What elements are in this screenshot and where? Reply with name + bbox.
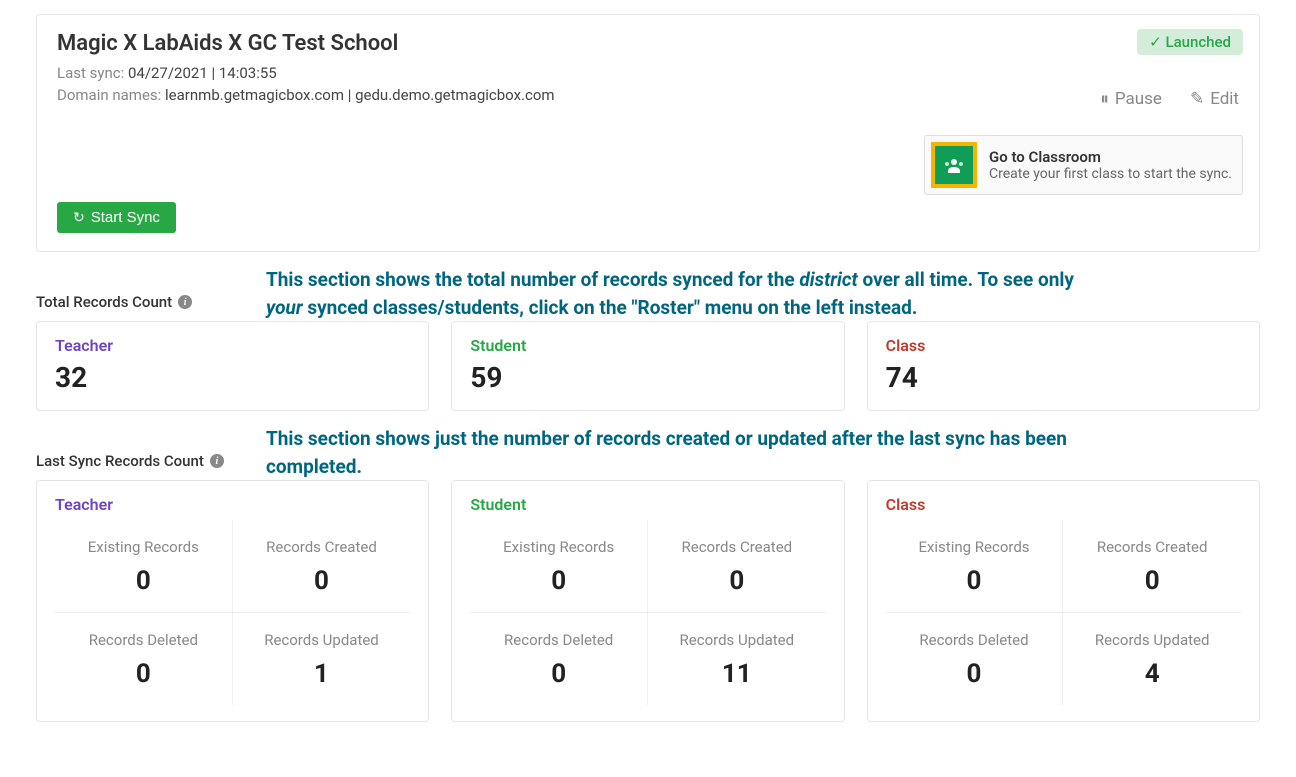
class-created: Records Created 0 (1063, 520, 1241, 613)
teacher-deleted: Records Deleted 0 (55, 613, 233, 705)
start-sync-label: Start Sync (91, 209, 160, 226)
last-sync-label: Last sync: (57, 64, 124, 82)
classroom-sub: Create your first class to start the syn… (989, 166, 1232, 182)
start-sync-button[interactable]: Start Sync (57, 202, 176, 233)
class-existing: Existing Records 0 (886, 520, 1064, 613)
lastsync-row: Teacher Existing Records 0 Records Creat… (36, 480, 1260, 722)
teacher-updated: Records Updated 1 (233, 613, 411, 705)
lastsync-student-card: Student Existing Records 0 Records Creat… (451, 480, 844, 722)
info-icon[interactable]: i (178, 295, 192, 309)
teacher-existing: Existing Records 0 (55, 520, 233, 613)
info-icon[interactable]: i (210, 454, 224, 468)
total-class-value: 74 (886, 361, 1241, 394)
launched-badge: Launched (1137, 29, 1243, 55)
teacher-created: Records Created 0 (233, 520, 411, 613)
last-sync-line: Last sync: 04/27/2021 | 14:03:55 (57, 64, 1239, 82)
classroom-icon (931, 142, 977, 188)
last-sync-value: 04/27/2021 | 14:03:55 (128, 64, 277, 82)
domain-line: Domain names: learnmb.getmagicbox.com | … (57, 86, 1239, 104)
total-teacher-card: Teacher 32 (36, 321, 429, 411)
total-student-label: Student (470, 336, 825, 355)
edit-icon: ✎ (1190, 89, 1204, 109)
total-records-label: Total Records Count (36, 293, 172, 311)
student-deleted: Records Deleted 0 (470, 613, 648, 705)
last-sync-records-label: Last Sync Records Count (36, 452, 204, 470)
total-class-label: Class (886, 336, 1241, 355)
header-actions: ⏸ Pause ✎ Edit (1100, 89, 1239, 109)
classroom-callout[interactable]: Go to Classroom Create your first class … (924, 135, 1243, 195)
class-updated: Records Updated 4 (1063, 613, 1241, 705)
classroom-title: Go to Classroom (989, 148, 1232, 166)
student-existing: Existing Records 0 (470, 520, 648, 613)
total-teacher-value: 32 (55, 361, 410, 394)
student-created: Records Created 0 (648, 520, 826, 613)
page-title: Magic X LabAids X GC Test School (57, 31, 1239, 56)
domain-label: Domain names: (57, 86, 161, 104)
lastsync-student-label: Student (470, 495, 825, 514)
total-student-value: 59 (470, 361, 825, 394)
domain-value: learnmb.getmagicbox.com | gedu.demo.getm… (165, 86, 555, 104)
total-student-card: Student 59 (451, 321, 844, 411)
classroom-text: Go to Classroom Create your first class … (989, 148, 1232, 182)
class-deleted: Records Deleted 0 (886, 613, 1064, 705)
pause-icon: ⏸ (1100, 89, 1109, 109)
edit-button[interactable]: ✎ Edit (1190, 89, 1239, 109)
lastsync-class-label: Class (886, 495, 1241, 514)
student-updated: Records Updated 11 (648, 613, 826, 705)
pause-label: Pause (1115, 89, 1162, 109)
total-class-card: Class 74 (867, 321, 1260, 411)
edit-label: Edit (1210, 89, 1239, 109)
totals-row: Teacher 32 Student 59 Class 74 (36, 321, 1260, 411)
lastsync-class-card: Class Existing Records 0 Records Created… (867, 480, 1260, 722)
lastsync-teacher-label: Teacher (55, 495, 410, 514)
lastsync-teacher-card: Teacher Existing Records 0 Records Creat… (36, 480, 429, 722)
header-card: Launched Magic X LabAids X GC Test Schoo… (36, 14, 1260, 252)
pause-button[interactable]: ⏸ Pause (1100, 89, 1162, 109)
last-sync-title: Last Sync Records Count i (36, 452, 1260, 470)
total-teacher-label: Teacher (55, 336, 410, 355)
